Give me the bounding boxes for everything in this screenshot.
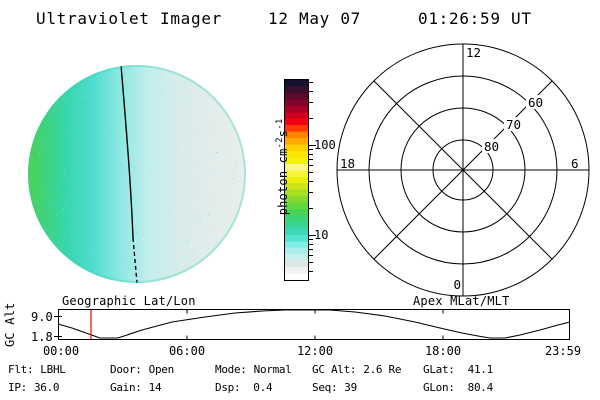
status-dsp: Dsp: 0.4 — [215, 381, 273, 394]
status-seq: Seq: 39 — [312, 381, 357, 394]
colorbar-tick-mark — [309, 145, 316, 146]
polar-label-18: 18 — [340, 156, 355, 171]
app-title: Ultraviolet Imager — [36, 9, 222, 28]
colorbar-tick-mark — [309, 248, 313, 250]
terminator-line-solid — [120, 65, 134, 239]
uv-disk-image — [28, 65, 246, 283]
gc-alt-xticks — [186, 309, 444, 340]
status-flt: Flt: LBHL — [8, 363, 66, 376]
ytick-9.0: 9.0 — [31, 310, 53, 324]
polar-label-12: 12 — [466, 45, 481, 60]
colorbar-ticks — [309, 80, 319, 282]
colorbar-tick-mark — [309, 164, 313, 166]
ytick-1.8: 1.8 — [31, 330, 53, 344]
status-glat: GLat: 41.1 — [423, 363, 493, 376]
status-gain: Gain: 14 — [110, 381, 162, 394]
colorbar-tick-mark — [309, 243, 313, 245]
status-gc-alt: GC Alt: 2.6 Re — [312, 363, 402, 376]
disk-rim — [28, 65, 246, 283]
colorbar-tick-mark — [309, 254, 313, 256]
colorbar-tick-mark — [309, 270, 313, 272]
ring-label-70: 70 — [506, 117, 521, 132]
colorbar-label-exp-1: -1 — [275, 118, 285, 130]
xtick-0000: 00:00 — [42, 344, 80, 358]
ring-label-80: 80 — [484, 139, 499, 154]
gc-alt-curve — [57, 309, 571, 339]
polar-grid — [336, 43, 590, 297]
colorbar-tick-mark — [309, 180, 313, 182]
status-door: Door: Open — [110, 363, 174, 376]
colorbar-tick-mark — [309, 192, 313, 194]
colorbar-label-photon-cm: photon cm — [276, 148, 290, 216]
colorbar-tick-mark — [309, 158, 313, 160]
ring-label-bg-80 — [482, 139, 500, 153]
status-ip: IP: 36.0 — [8, 381, 60, 394]
ring-label-60: 60 — [528, 95, 543, 110]
disk-speckle-white — [28, 65, 246, 283]
gc-alt-yticks — [54, 316, 62, 337]
colorbar-tick-100: 100 — [314, 138, 336, 152]
polar-label-6: 6 — [571, 156, 579, 171]
colorbar-tick-mark — [309, 149, 313, 151]
colorbar-label-s: s — [276, 129, 290, 138]
colorbar-tick-mark — [309, 90, 313, 92]
colorbar-tick-mark — [309, 262, 313, 264]
status-glon: GLon: 80.4 — [423, 381, 493, 394]
status-mode: Mode: Normal — [215, 363, 292, 376]
xtick-1200: 12:00 — [296, 344, 334, 358]
gc-alt-ylabel: GC Alt — [3, 302, 17, 347]
colorbar-tick-mark — [309, 102, 313, 104]
colorbar-tick-mark — [309, 207, 313, 209]
polar-diagonal-nw-se — [373, 80, 553, 260]
colorbar-tick-mark — [309, 239, 313, 241]
colorbar-tick-mark — [309, 82, 313, 84]
xtick-1800: 18:00 — [424, 344, 462, 358]
colorbar-label-exp-2: -2 — [275, 137, 285, 149]
colorbar-axis-label: photon cm-2s-1 — [261, 119, 304, 245]
polar-caption: Apex MLat/MLT — [413, 294, 510, 308]
terminator-line-dashed — [132, 237, 138, 283]
disk-caption: Geographic Lat/Lon — [62, 294, 196, 308]
xtick-0600: 06:00 — [168, 344, 206, 358]
ring-label-bg-70 — [504, 117, 522, 131]
gc-alt-plot-box — [58, 309, 570, 340]
polar-label-0: 0 — [453, 277, 461, 292]
xtick-2359: 23:59 — [544, 344, 582, 358]
colorbar-tick-mark — [309, 235, 316, 236]
header-date: 12 May 07 — [268, 9, 361, 28]
colorbar-tick-mark — [309, 153, 313, 155]
polar-ring-labels: 80 70 60 12 18 6 0 — [340, 45, 579, 292]
colorbar — [284, 79, 309, 281]
header-time: 01:26:59 UT — [418, 9, 532, 28]
ring-label-bg-60 — [526, 95, 544, 109]
colorbar-tick-mark — [309, 117, 313, 119]
colorbar-tick-10: 10 — [314, 228, 329, 242]
gc-alt-plot — [54, 309, 571, 340]
colorbar-tick-mark — [309, 172, 313, 174]
